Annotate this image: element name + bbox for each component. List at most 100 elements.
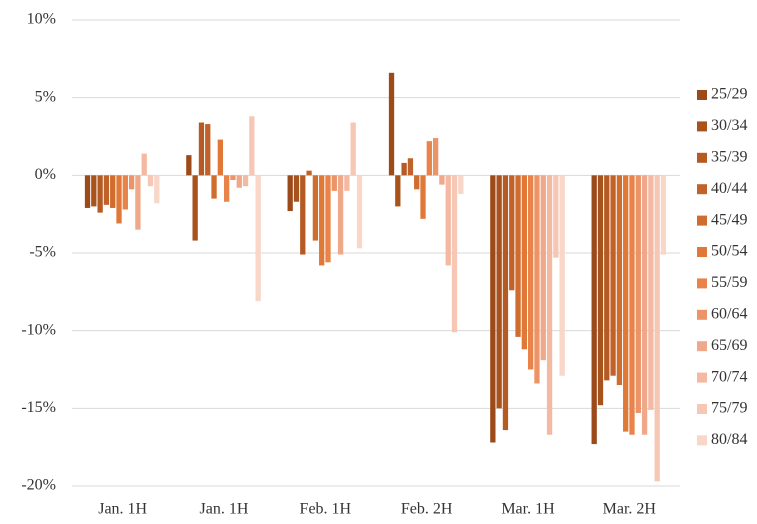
bar (534, 175, 540, 384)
legend-swatch (697, 90, 707, 100)
bar (395, 175, 401, 207)
bar (103, 175, 110, 205)
bar (293, 175, 300, 202)
bar (654, 175, 660, 482)
legend-swatch (697, 309, 707, 320)
bar (610, 175, 616, 376)
legend-swatch (697, 152, 707, 163)
bar (401, 162, 407, 176)
bar (546, 175, 553, 435)
y-tick-label: 5% (35, 88, 56, 105)
legend-swatch (697, 184, 707, 195)
y-tick-label: -20% (21, 477, 56, 494)
bar (128, 175, 135, 190)
bar (116, 175, 122, 224)
legend-swatch (697, 435, 707, 446)
legend-label: 75/79 (711, 400, 747, 417)
bar (559, 175, 565, 376)
bar (597, 175, 604, 406)
bar (623, 175, 629, 432)
legend-label: 25/29 (711, 86, 747, 103)
legend-label: 50/54 (711, 243, 747, 260)
bar (186, 155, 192, 176)
legend-swatch (697, 215, 707, 226)
bar (192, 175, 198, 241)
x-tick-label: Jan. 1H (200, 501, 249, 518)
bar (154, 175, 160, 204)
legend-swatch (697, 341, 707, 352)
bar (141, 153, 147, 176)
bar (211, 175, 217, 199)
legend-swatch (697, 247, 707, 257)
bar (91, 175, 97, 207)
legend-label: 80/84 (711, 431, 747, 448)
bar (319, 175, 325, 266)
bar (198, 122, 205, 176)
y-tick-label: -5% (29, 244, 56, 261)
bar (426, 141, 432, 176)
legend-swatch (697, 404, 707, 414)
bar (490, 175, 496, 443)
legend-label: 70/74 (711, 368, 747, 385)
y-tick-label: 10% (27, 11, 56, 28)
bar (641, 175, 648, 435)
bar (629, 175, 635, 435)
legend-label: 40/44 (711, 180, 747, 197)
x-tick-label: Mar. 1H (501, 501, 555, 518)
bar (432, 138, 439, 176)
bar (147, 175, 154, 187)
bar (97, 175, 103, 213)
bar (502, 175, 509, 431)
legend-label: 30/34 (711, 117, 747, 134)
bar (242, 175, 249, 187)
bar (337, 175, 344, 255)
bar (122, 175, 128, 210)
bar (356, 175, 363, 249)
bar (287, 175, 293, 212)
bar (420, 175, 426, 219)
bar (224, 175, 230, 202)
x-tick-label: Mar. 2H (603, 501, 657, 518)
bar (540, 175, 546, 361)
bar (604, 175, 610, 381)
bar (331, 175, 337, 191)
bar (306, 170, 312, 176)
bar (110, 175, 116, 208)
bar (344, 175, 350, 191)
legend-swatch (697, 372, 707, 383)
bar (496, 175, 502, 409)
bar (135, 175, 141, 230)
y-tick-label: 0% (35, 166, 56, 183)
bar (528, 175, 534, 370)
bar (325, 175, 331, 263)
y-tick-label: -15% (21, 399, 56, 416)
bar (217, 139, 223, 176)
bar (84, 175, 91, 208)
bar (312, 175, 319, 241)
legend-label: 55/59 (711, 274, 747, 291)
bar (439, 175, 445, 185)
bar (445, 175, 451, 266)
bar (553, 175, 559, 258)
bar (458, 175, 464, 194)
bar (236, 175, 242, 188)
legend-label: 60/64 (711, 305, 747, 322)
bar (635, 175, 641, 413)
bar (407, 158, 414, 176)
bar (616, 175, 623, 386)
x-tick-label: Feb. 2H (401, 501, 453, 518)
x-tick-label: Jan. 1H (98, 501, 147, 518)
bar (249, 116, 255, 176)
bar (205, 124, 211, 176)
bar (591, 175, 597, 445)
bar (648, 175, 654, 410)
y-tick-label: -10% (21, 321, 56, 338)
legend-swatch (697, 121, 707, 132)
bar (230, 175, 236, 180)
legend-label: 45/49 (711, 211, 747, 228)
bar (255, 175, 261, 302)
legend-label: 35/39 (711, 148, 747, 165)
bar (414, 175, 420, 190)
bar (660, 175, 667, 255)
